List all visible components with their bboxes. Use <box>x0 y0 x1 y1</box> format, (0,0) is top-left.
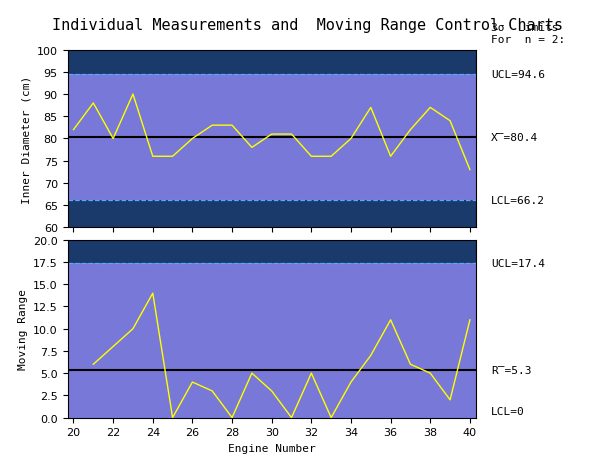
Text: UCL=17.4: UCL=17.4 <box>491 258 545 269</box>
Text: LCL=0: LCL=0 <box>491 406 525 416</box>
Text: Χ̅=80.4: Χ̅=80.4 <box>491 133 538 142</box>
Text: Individual Measurements and  Moving Range Control Charts: Individual Measurements and Moving Range… <box>52 18 562 34</box>
Bar <box>68 74 476 201</box>
Text: R̅=5.3: R̅=5.3 <box>491 366 532 375</box>
Y-axis label: Inner Diameter (cm): Inner Diameter (cm) <box>21 75 31 203</box>
Text: 3σ  Limits
For  n = 2:: 3σ Limits For n = 2: <box>491 23 565 45</box>
Text: UCL=94.6: UCL=94.6 <box>491 69 545 79</box>
Text: LCL=66.2: LCL=66.2 <box>491 196 545 205</box>
X-axis label: Engine Number: Engine Number <box>228 443 316 453</box>
Y-axis label: Moving Range: Moving Range <box>18 289 28 369</box>
Bar <box>68 263 476 418</box>
